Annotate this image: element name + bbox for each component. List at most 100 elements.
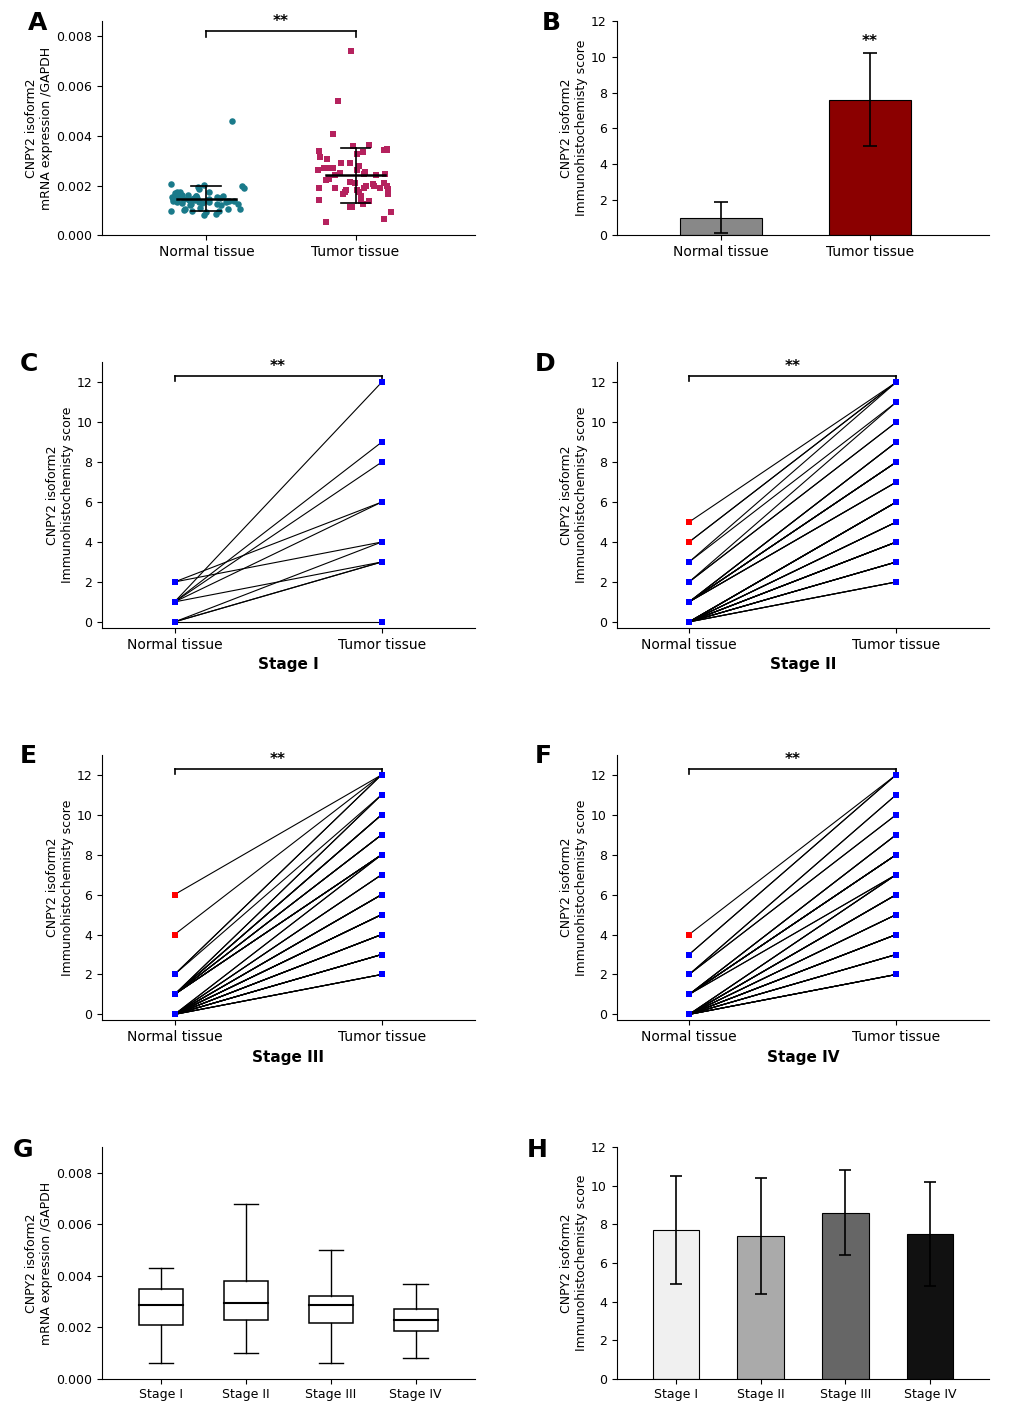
Point [213, 194, 229, 216]
Point [317, 211, 333, 233]
Point [348, 143, 365, 165]
Point [231, 198, 248, 221]
Point [217, 191, 233, 214]
Point [353, 189, 369, 212]
Point [348, 158, 365, 181]
Point [311, 189, 327, 212]
Point [165, 189, 181, 212]
Text: C: C [20, 352, 39, 376]
Point [167, 184, 183, 206]
X-axis label: Stage IV: Stage IV [766, 1049, 839, 1065]
Point [378, 174, 394, 197]
Point [209, 187, 225, 209]
Point [196, 204, 212, 226]
Point [181, 194, 198, 216]
Bar [393, 1309, 437, 1331]
Point [355, 192, 371, 215]
Point [361, 134, 377, 157]
Point [212, 187, 228, 209]
Point [325, 157, 341, 180]
Point [330, 89, 346, 112]
Point [378, 139, 394, 161]
Text: H: H [527, 1138, 547, 1162]
Text: **: ** [270, 752, 285, 766]
X-axis label: Stage I: Stage I [258, 658, 319, 672]
Y-axis label: CNPY2 isoform2
Immunohistochemisty score: CNPY2 isoform2 Immunohistochemisty score [559, 40, 588, 216]
Point [174, 191, 191, 214]
Point [199, 188, 215, 211]
Point [326, 177, 342, 199]
Point [210, 199, 226, 222]
Text: **: ** [784, 752, 800, 766]
Point [207, 202, 223, 225]
Bar [828, 100, 910, 235]
Point [225, 189, 242, 212]
Text: **: ** [273, 14, 288, 30]
Point [351, 180, 367, 202]
Text: E: E [20, 744, 37, 768]
Point [325, 123, 341, 146]
X-axis label: Stage II: Stage II [769, 658, 836, 672]
Point [310, 158, 326, 181]
Point [312, 146, 328, 168]
Point [379, 182, 395, 205]
Point [214, 184, 230, 206]
Point [170, 185, 186, 208]
Point [185, 187, 202, 209]
Point [379, 178, 395, 201]
Bar [140, 1288, 183, 1325]
Point [164, 187, 180, 209]
Point [193, 197, 209, 219]
Point [356, 160, 372, 182]
Point [167, 182, 183, 205]
Point [326, 164, 342, 187]
Text: **: ** [861, 34, 877, 49]
Point [221, 189, 237, 212]
Point [343, 195, 360, 218]
Point [348, 178, 365, 201]
Point [183, 194, 200, 216]
Y-axis label: CNPY2 isoform2
Immunohistochemisty score: CNPY2 isoform2 Immunohistochemisty score [46, 407, 73, 584]
Point [365, 175, 381, 198]
Point [361, 189, 377, 212]
Bar [737, 1236, 784, 1379]
Text: D: D [534, 352, 554, 376]
Bar [224, 1281, 268, 1319]
Point [358, 175, 374, 198]
Point [341, 171, 358, 194]
Point [209, 192, 225, 215]
Point [332, 151, 348, 174]
Point [187, 185, 204, 208]
Point [368, 164, 384, 187]
Point [319, 148, 335, 171]
Bar [906, 1234, 953, 1379]
Bar [680, 218, 761, 235]
Y-axis label: CNPY2 isoform2
mRNA expression /GAPDH: CNPY2 isoform2 mRNA expression /GAPDH [25, 1182, 53, 1345]
Point [163, 173, 179, 195]
Point [315, 156, 331, 178]
Point [353, 185, 369, 208]
Point [342, 40, 359, 62]
Point [364, 173, 380, 195]
Point [169, 181, 185, 204]
Point [375, 171, 391, 194]
Text: F: F [534, 744, 551, 768]
Point [183, 188, 200, 211]
Y-axis label: CNPY2 isoform2
Immunohistochemisty score: CNPY2 isoform2 Immunohistochemisty score [559, 1175, 588, 1352]
X-axis label: Stage III: Stage III [252, 1049, 324, 1065]
Point [163, 199, 179, 222]
Text: **: ** [784, 359, 800, 375]
Text: B: B [541, 10, 560, 34]
Point [187, 184, 204, 206]
Point [171, 181, 187, 204]
Y-axis label: CNPY2 isoform2
Immunohistochemisty score: CNPY2 isoform2 Immunohistochemisty score [559, 799, 588, 976]
Point [355, 177, 371, 199]
Point [346, 173, 363, 195]
Point [194, 192, 210, 215]
Point [341, 195, 358, 218]
Bar [652, 1230, 698, 1379]
Point [198, 201, 214, 223]
Point [375, 208, 391, 230]
Point [175, 187, 192, 209]
Point [332, 161, 348, 184]
